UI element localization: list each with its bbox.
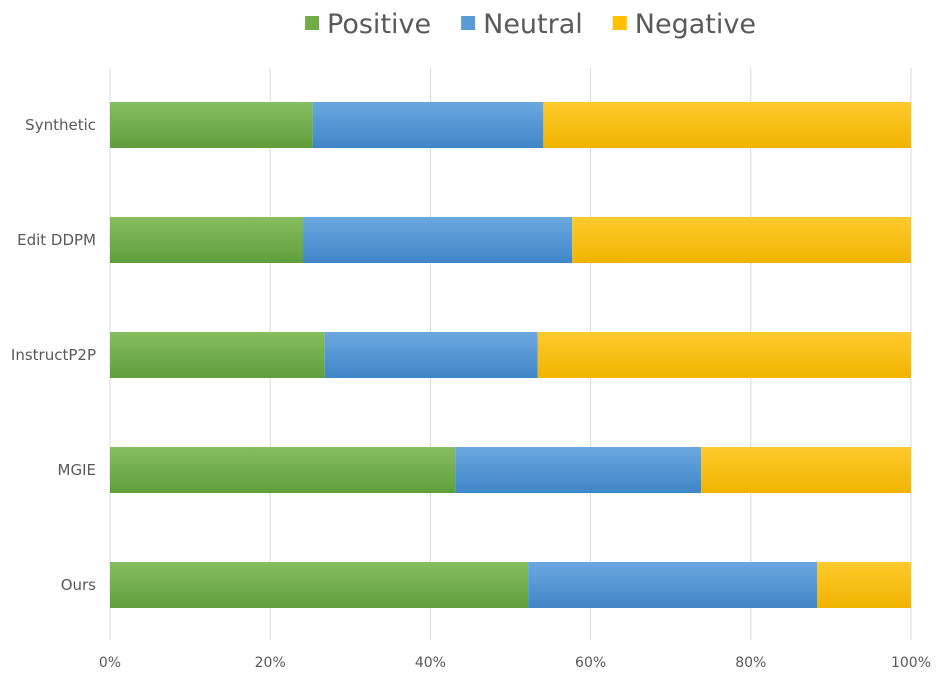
legend-label-neutral: Neutral [483, 9, 583, 40]
bar-ours-neutral [528, 562, 818, 608]
bar-mgie-positive [110, 447, 456, 493]
bar-mgie-negative [701, 447, 911, 493]
legend: Positive Neutral Negative [305, 9, 756, 40]
category-label-mgie: MGIE [58, 461, 96, 479]
value-axis: 0% 20% 40% 60% 80% 100% [99, 655, 931, 671]
bar-synthetic-positive [110, 102, 313, 148]
legend-swatch-neutral [461, 16, 476, 30]
bar-instructp2p-positive [110, 332, 325, 378]
tick-label-60: 60% [575, 655, 606, 671]
legend-swatch-negative [612, 16, 627, 30]
tick-label-100: 100% [891, 655, 931, 671]
bar-synthetic-neutral [312, 102, 544, 148]
bar-edit-ddpm-positive [110, 217, 304, 263]
legend-label-positive: Positive [327, 9, 431, 40]
tick-label-80: 80% [735, 655, 766, 671]
bar-ours-positive [110, 562, 529, 608]
bar-mgie-neutral [455, 447, 702, 493]
legend-swatch-positive [305, 16, 320, 30]
bar-ours-negative [817, 562, 911, 608]
legend-label-negative: Negative [635, 9, 756, 40]
category-axis: Synthetic Edit DDPM InstructP2P MGIE Ours [11, 116, 96, 594]
bar-edit-ddpm-neutral [303, 217, 573, 263]
bar-instructp2p-neutral [324, 332, 538, 378]
category-label-instructp2p: InstructP2P [11, 346, 96, 364]
bars [110, 102, 911, 608]
tick-label-20: 20% [255, 655, 286, 671]
tick-label-0: 0% [99, 655, 121, 671]
bar-edit-ddpm-negative [572, 217, 911, 263]
category-label-ours: Ours [61, 576, 96, 594]
bar-synthetic-negative [543, 102, 911, 148]
tick-label-40: 40% [415, 655, 446, 671]
category-label-synthetic: Synthetic [25, 116, 96, 134]
category-label-edit-ddpm: Edit DDPM [17, 231, 96, 249]
bar-instructp2p-negative [537, 332, 911, 378]
